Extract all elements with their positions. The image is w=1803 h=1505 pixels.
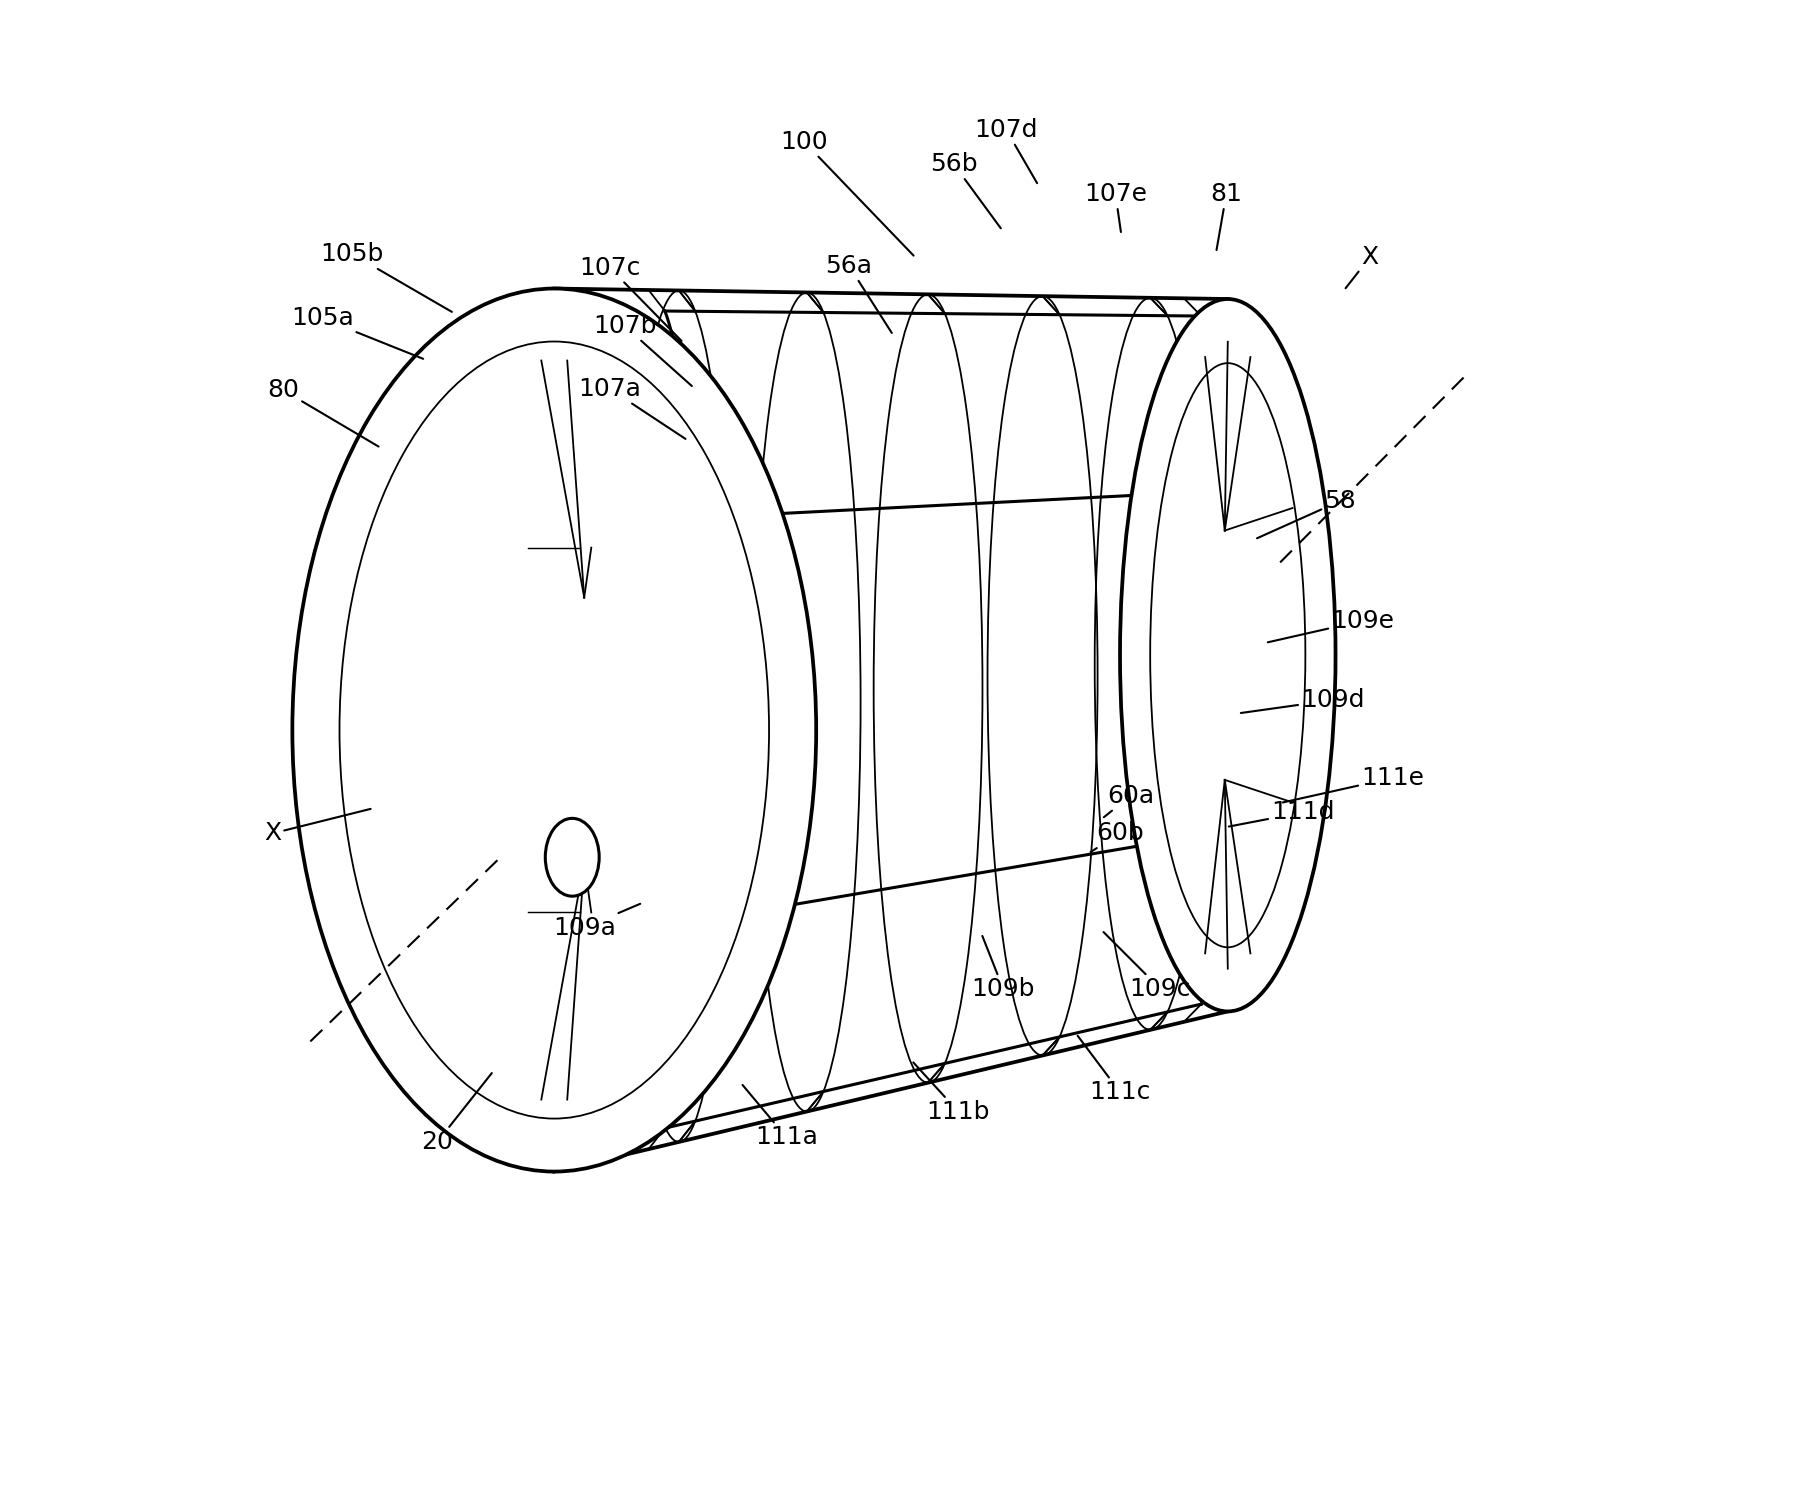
Text: 107d: 107d xyxy=(974,117,1039,184)
Text: 80: 80 xyxy=(267,378,379,447)
Ellipse shape xyxy=(1120,299,1336,1011)
Text: 109a: 109a xyxy=(554,905,640,939)
Ellipse shape xyxy=(292,289,817,1171)
Text: 60b: 60b xyxy=(1091,822,1143,852)
Text: 111e: 111e xyxy=(1282,766,1424,802)
Text: 109b: 109b xyxy=(972,936,1035,1001)
Text: 107e: 107e xyxy=(1084,182,1147,232)
Text: 111a: 111a xyxy=(743,1085,819,1150)
Text: 111b: 111b xyxy=(914,1063,990,1124)
Text: 56a: 56a xyxy=(826,254,892,333)
Text: 56b: 56b xyxy=(930,152,1001,229)
Text: 58: 58 xyxy=(1257,489,1356,539)
Text: 111d: 111d xyxy=(1230,801,1334,826)
Ellipse shape xyxy=(545,819,599,895)
Polygon shape xyxy=(554,289,1228,1171)
Text: 60a: 60a xyxy=(1103,784,1154,817)
Text: 107b: 107b xyxy=(593,315,692,385)
Text: 105a: 105a xyxy=(290,307,424,358)
Text: 105b: 105b xyxy=(321,242,453,312)
Text: 81: 81 xyxy=(1210,182,1242,250)
Text: 111c: 111c xyxy=(1078,1035,1150,1105)
Text: 107a: 107a xyxy=(579,376,685,439)
Text: X: X xyxy=(1345,245,1379,289)
Text: 109d: 109d xyxy=(1240,688,1365,713)
Text: 109c: 109c xyxy=(1103,932,1192,1001)
Text: 109e: 109e xyxy=(1268,610,1394,643)
Text: 107c: 107c xyxy=(579,256,682,342)
Text: 100: 100 xyxy=(781,129,914,256)
Text: 20: 20 xyxy=(422,1073,492,1154)
Text: X: X xyxy=(265,808,371,846)
